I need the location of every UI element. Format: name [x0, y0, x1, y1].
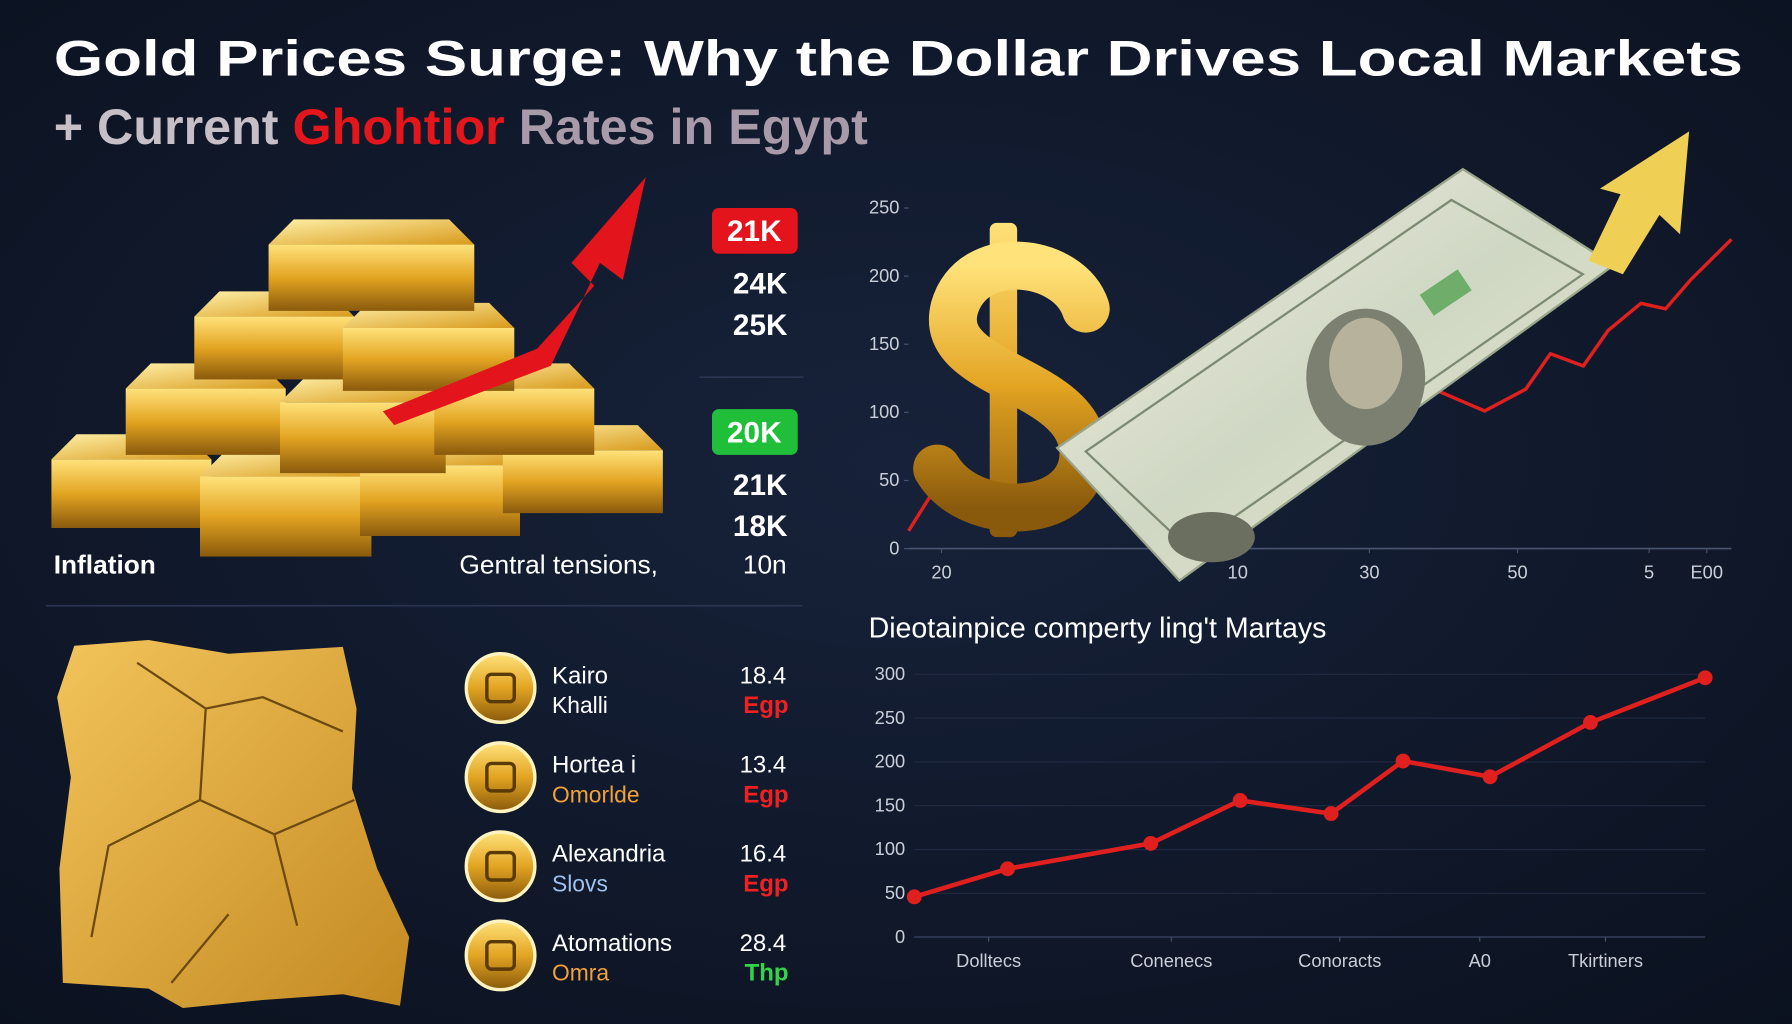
data-point	[1143, 835, 1159, 851]
city-name: Atomations	[552, 930, 672, 957]
city-icon-glyph	[485, 939, 516, 971]
bar-front	[194, 316, 355, 380]
y-tick-label: 250	[875, 707, 905, 728]
price-list: 21K 24K 25K 20K 21K 18K	[712, 208, 798, 543]
x-tick-label: Dolltecs	[956, 950, 1021, 971]
caption-right: 10n	[743, 550, 787, 580]
city-icon	[464, 652, 537, 724]
y-tick-label: 50	[879, 469, 899, 490]
y-tick-label: 200	[869, 265, 899, 286]
bar-front	[502, 450, 663, 514]
x-tick-label: E00	[1690, 561, 1723, 582]
y-tick-label: 150	[875, 794, 905, 815]
trend-arrow	[382, 177, 646, 426]
y-tick-label: 0	[895, 926, 905, 947]
map	[57, 640, 410, 1008]
map-borders	[90, 661, 355, 984]
city-name: Alexandria	[552, 841, 666, 868]
x-tick-label: 50	[1507, 561, 1527, 582]
data-point	[1232, 793, 1248, 808]
dollar-sign	[913, 222, 1110, 538]
price-item: 24K	[733, 268, 788, 301]
gold-arrow	[1588, 131, 1690, 275]
badge	[712, 409, 798, 455]
city-icon-glyph	[485, 672, 516, 704]
x-tick-label: 20	[931, 561, 951, 582]
x-tick-label: Tkirtiners	[1568, 950, 1643, 971]
caption-left: Inflation	[54, 550, 156, 580]
x-tick-label: Conenecs	[1130, 950, 1212, 971]
badge-label: 20K	[727, 416, 782, 449]
subtitle-highlight: Ghohtior	[293, 98, 505, 155]
y-tick-label: 100	[869, 401, 899, 422]
subtitle: + Current Ghohtior Rates in Egypt	[54, 98, 868, 155]
note-border	[1083, 198, 1586, 551]
city-icon	[464, 919, 537, 992]
city-detail: Omra	[552, 960, 609, 986]
y-tick-label: 150	[869, 333, 899, 354]
bar-front	[125, 388, 286, 455]
badge	[712, 208, 798, 254]
note-number	[1168, 512, 1255, 563]
city-price: 18.4	[740, 662, 787, 689]
city-icon-glyph	[485, 761, 516, 793]
note-face	[1329, 317, 1403, 410]
city-unit: Egp	[743, 781, 788, 808]
caption-middle: Gentral tensions,	[459, 550, 658, 580]
city-price: 13.4	[740, 752, 787, 779]
data-point	[1323, 806, 1339, 822]
city-icon	[464, 830, 537, 903]
city-icon	[464, 741, 537, 814]
bar-front	[51, 459, 212, 528]
bar-front	[360, 465, 520, 536]
price-item: 18K	[733, 510, 788, 543]
data-point	[1395, 753, 1411, 769]
data-point	[1000, 861, 1016, 877]
y-tick-label: 100	[875, 838, 905, 859]
chart-title: Dieotainpice comperty ling't Martays	[869, 613, 1327, 645]
dollar-s	[913, 241, 1110, 532]
bar-front	[268, 244, 475, 311]
subtitle-suffix: Rates in Egypt	[519, 98, 868, 155]
bar-front	[200, 476, 372, 557]
city-detail: Omorlde	[552, 781, 640, 807]
data-point	[1697, 670, 1713, 686]
data-point	[1482, 769, 1498, 785]
city-unit: Egp	[743, 692, 788, 719]
x-tick-label: 30	[1359, 561, 1379, 582]
note-mark	[1419, 269, 1472, 316]
y-tick-label: 200	[875, 751, 905, 772]
x-tick-label: A0	[1469, 950, 1491, 971]
y-tick-label: 300	[875, 663, 905, 684]
badge-label: 21K	[727, 215, 782, 248]
y-tick-label: 50	[885, 882, 905, 903]
y-tick-label: 0	[889, 537, 899, 558]
data-point	[906, 889, 922, 905]
y-tick-label: 250	[869, 197, 899, 218]
chart-markets: Dieotainpice comperty ling't Martays 0 50 1…	[869, 613, 1713, 971]
city-name: Hortea i	[552, 752, 636, 779]
x-tick-label: Conoracts	[1298, 950, 1381, 971]
city-detail: Khalli	[552, 692, 608, 718]
subtitle-prefix: + Current	[54, 98, 279, 155]
city-price: 28.4	[740, 930, 787, 957]
city-unit: Thp	[745, 960, 789, 987]
x-tick-label: 5	[1644, 561, 1654, 582]
map-shape	[57, 640, 410, 1008]
city-price: 16.4	[740, 841, 787, 868]
data-point	[1583, 715, 1598, 730]
city-detail: Slovs	[552, 870, 608, 896]
city-name: Kairo	[552, 662, 608, 689]
city-icon-glyph	[485, 850, 516, 882]
title: Gold Prices Surge: Why the Dollar Drives…	[54, 29, 1743, 86]
city-unit: Egp	[743, 870, 788, 897]
price-item: 21K	[733, 469, 788, 502]
bar-top	[268, 219, 475, 245]
x-tick-label: 10	[1228, 561, 1248, 582]
price-item: 25K	[733, 309, 788, 342]
